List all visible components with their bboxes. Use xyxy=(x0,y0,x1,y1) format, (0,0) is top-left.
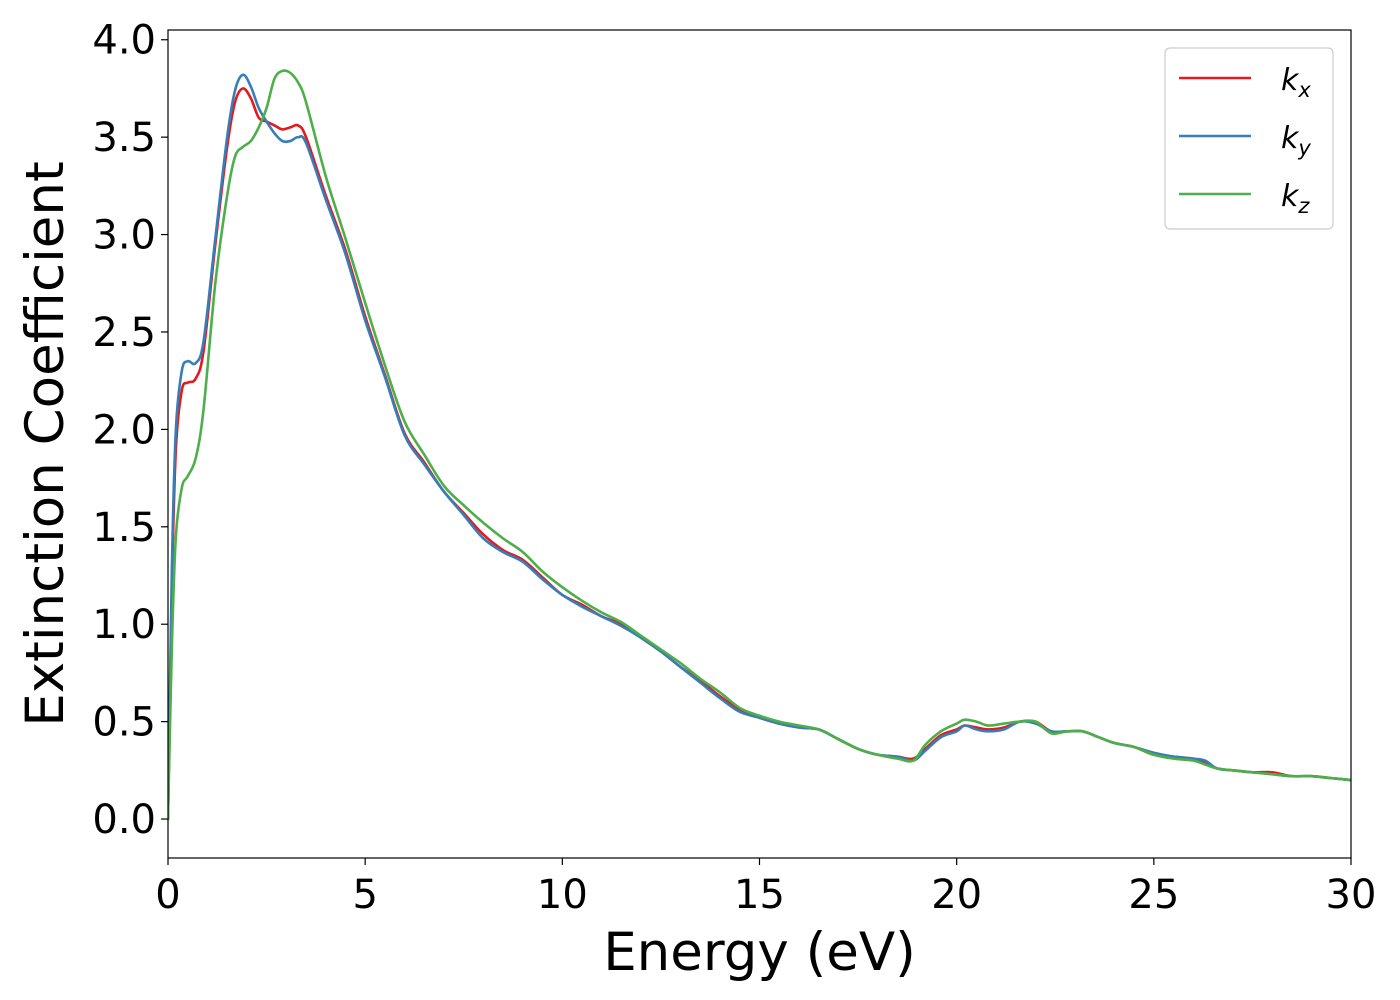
y-axis: 0.0 0.5 1.0 1.5 2.0 2.5 3.0 3.5 4.0 xyxy=(92,18,168,843)
legend-box xyxy=(1164,47,1334,230)
y-tick-label: 2.0 xyxy=(92,407,156,453)
legend-label-kx: kx xyxy=(1281,63,1311,102)
x-axis-title: Energy (eV) xyxy=(603,922,916,983)
series-line-kz xyxy=(168,69,1351,821)
y-tick-label: 0.5 xyxy=(92,700,156,746)
legend: kx ky kz xyxy=(1164,47,1334,230)
y-tick-label: 3.0 xyxy=(92,213,156,259)
x-tick-label: 0 xyxy=(155,872,180,918)
y-tick-label: 1.0 xyxy=(92,602,156,648)
y-axis-title: Extinction Coefficient xyxy=(15,161,76,727)
x-tick-label: 25 xyxy=(1128,872,1179,918)
y-tick-label: 3.5 xyxy=(92,115,156,161)
y-tick-label: 1.5 xyxy=(92,505,156,551)
x-tick-label: 10 xyxy=(537,872,588,918)
series-layer xyxy=(168,69,1351,821)
legend-label-ky: ky xyxy=(1281,121,1311,160)
y-tick-label: 0.0 xyxy=(92,797,156,843)
x-tick-label: 20 xyxy=(931,872,982,918)
y-tick-label: 4.0 xyxy=(92,18,156,64)
x-tick-label: 15 xyxy=(734,872,785,918)
y-tick-label: 2.5 xyxy=(92,310,156,356)
x-tick-label: 30 xyxy=(1326,872,1377,918)
legend-label-kz: kz xyxy=(1281,179,1310,218)
x-tick-label: 5 xyxy=(352,872,377,918)
x-axis: 0 5 10 15 20 25 30 xyxy=(155,858,1376,918)
